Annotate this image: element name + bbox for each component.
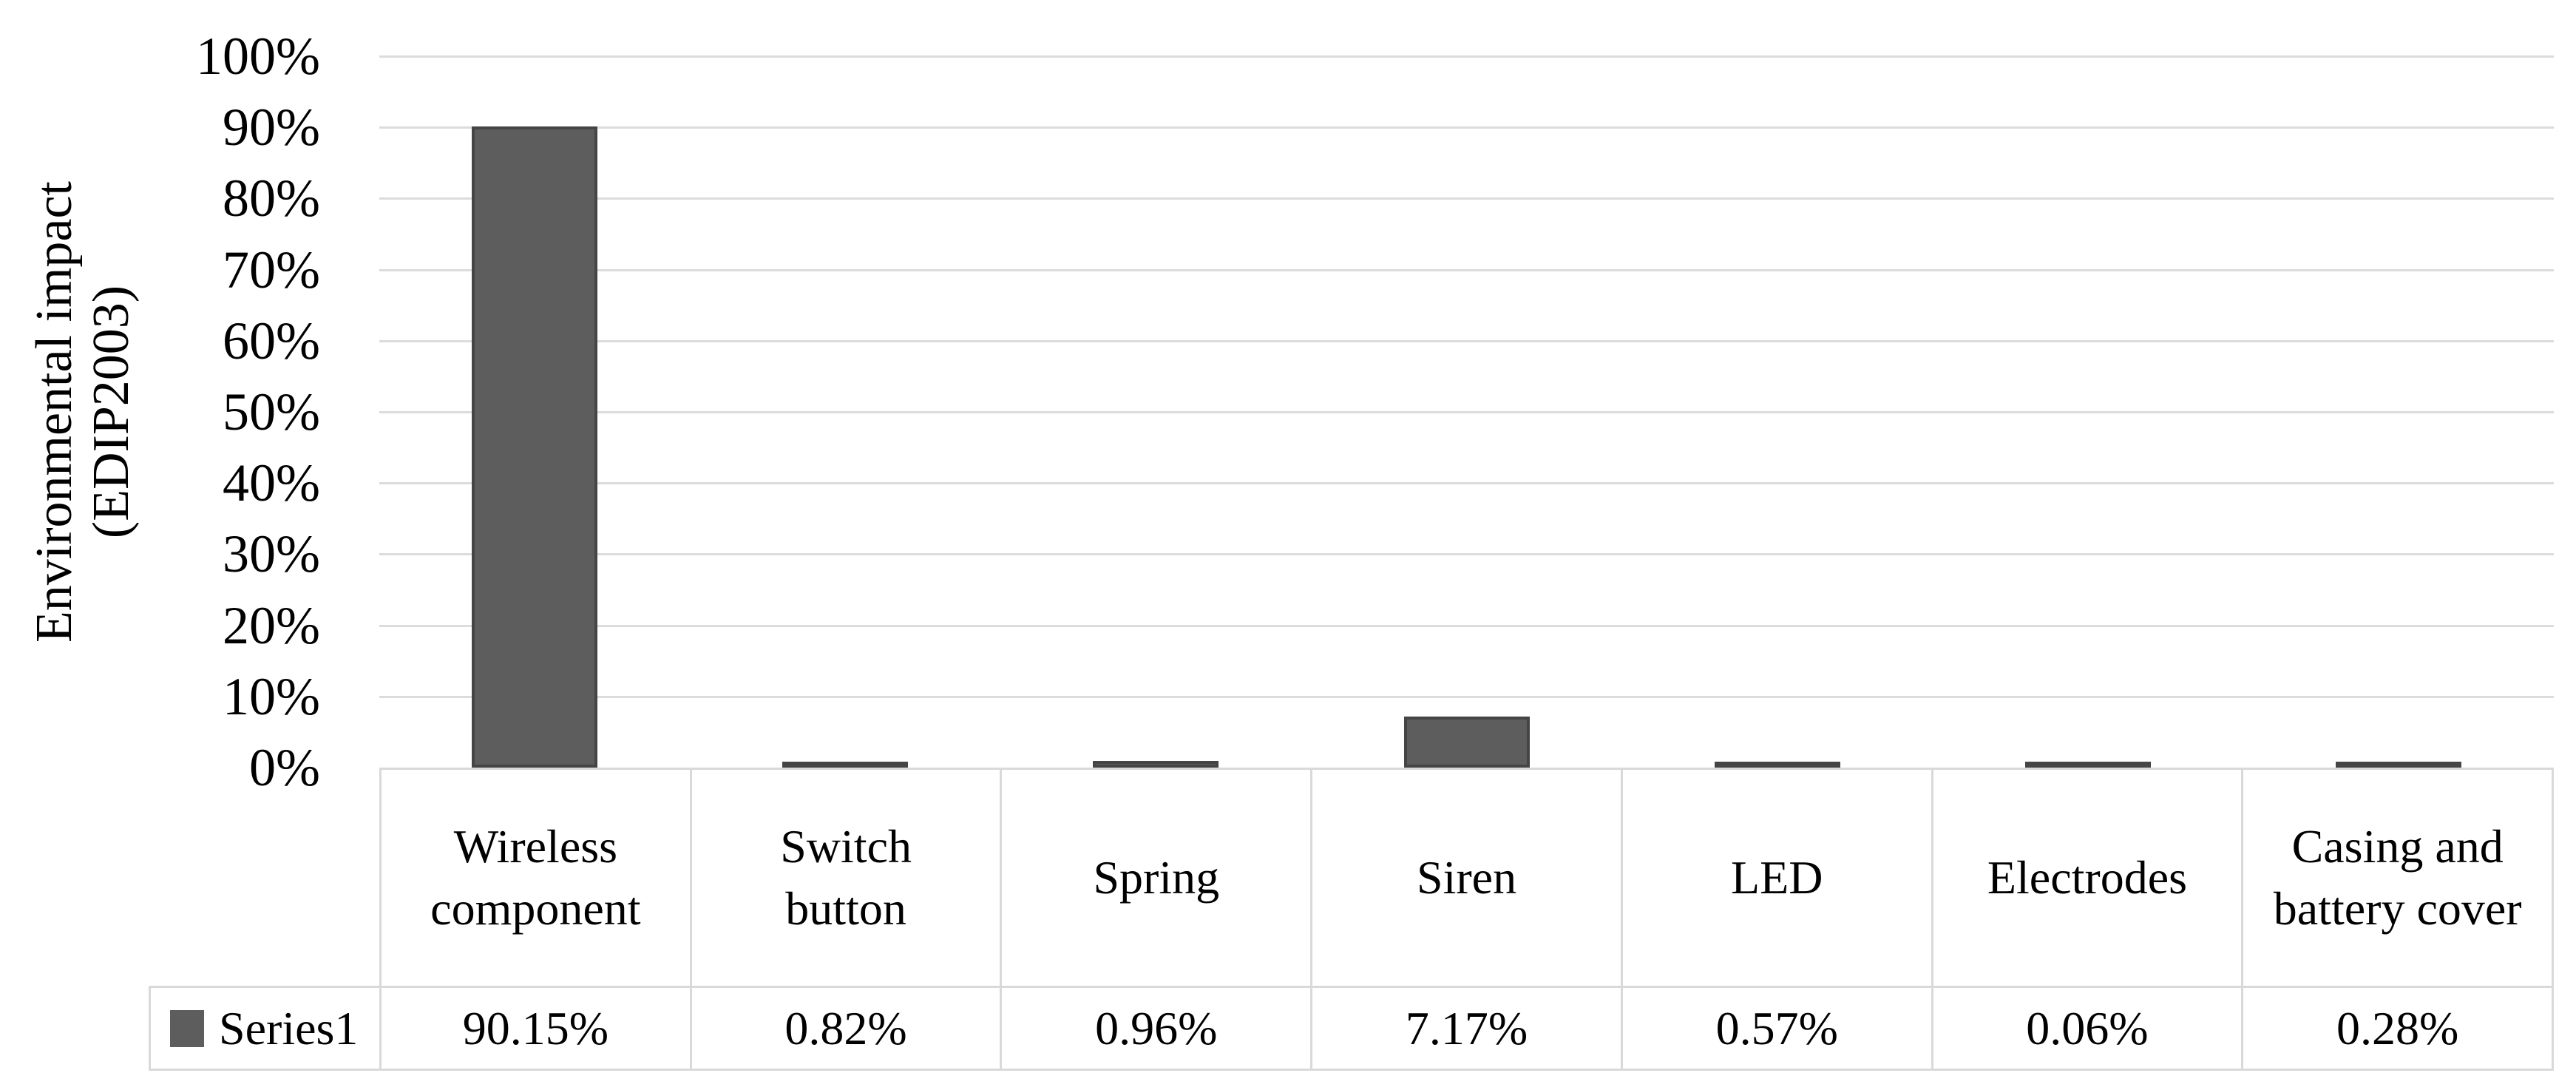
series1-marker-icon [170, 1009, 204, 1047]
category-label: Electrodes [1987, 850, 2187, 904]
value-cell-led: 0.57% [1623, 988, 1933, 1069]
y-tick-60: 60% [223, 311, 320, 370]
gridline [379, 411, 2554, 413]
y-tick-0: 0% [249, 738, 320, 797]
value-cell-siren: 7.17% [1312, 988, 1623, 1069]
y-tick-90: 90% [223, 98, 320, 158]
value-label: 90.15% [462, 1001, 609, 1055]
gridline [379, 126, 2554, 129]
value-label: 0.57% [1715, 1001, 1838, 1055]
plot-area [379, 55, 2554, 768]
value-cell-switch-button: 0.82% [692, 988, 1003, 1069]
y-tick-30: 30% [223, 524, 320, 584]
gridline [379, 268, 2554, 271]
y-tick-80: 80% [223, 169, 320, 229]
y-tick-20: 20% [223, 595, 320, 655]
value-label: 0.06% [2026, 1001, 2149, 1055]
category-cell-casing-and-battery-cover: Casing and battery cover [2243, 770, 2552, 986]
category-cell-led: LED [1623, 770, 1933, 986]
category-cell-electrodes: Electrodes [1933, 770, 2244, 986]
category-label: Spring [1093, 850, 1220, 904]
category-label: Wireless component [430, 819, 641, 935]
gridline [379, 55, 2554, 58]
value-label: 0.28% [2336, 1001, 2459, 1055]
value-label: 7.17% [1405, 1001, 1528, 1055]
gridline [379, 553, 2554, 556]
bar-electrodes [2024, 762, 2151, 768]
bar-siren [1403, 717, 1530, 768]
category-header-row: Wireless component Switch button Spring Sir… [379, 768, 2554, 986]
value-cell-wireless-component: 90.15% [382, 988, 692, 1069]
category-cell-siren: Siren [1312, 770, 1623, 986]
category-cell-wireless-component: Wireless component [382, 770, 692, 986]
category-label: LED [1731, 850, 1823, 904]
bar-switch-button [782, 762, 909, 768]
category-label: Siren [1416, 850, 1517, 904]
value-row: 90.15% 0.82% 0.96% 7.17% 0.57% 0.06% 0.28% [379, 986, 2554, 1071]
bar-casing-and-battery-cover [2335, 762, 2461, 768]
y-tick-40: 40% [223, 453, 320, 513]
y-tick-100: 100% [196, 27, 320, 86]
category-cell-switch-button: Switch button [692, 770, 1003, 986]
y-tick-10: 10% [223, 666, 320, 726]
value-cell-electrodes: 0.06% [1933, 988, 2244, 1069]
legend-cell: Series1 [149, 986, 379, 1071]
value-cell-casing-and-battery-cover: 0.28% [2243, 988, 2552, 1069]
value-label: 0.96% [1095, 1001, 1218, 1055]
y-tick-70: 70% [223, 240, 320, 299]
legend-label: Series1 [219, 1001, 359, 1055]
gridline [379, 695, 2554, 698]
value-label: 0.82% [784, 1001, 907, 1055]
category-cell-spring: Spring [1002, 770, 1313, 986]
bar-led [1714, 762, 1840, 768]
bar-spring [1093, 760, 1219, 768]
gridline [379, 197, 2554, 200]
gridline [379, 339, 2554, 342]
category-label: Casing and battery cover [2273, 819, 2522, 935]
bar-wireless-component [472, 126, 598, 768]
category-label: Switch button [780, 819, 912, 935]
y-tick-50: 50% [223, 382, 320, 441]
value-cell-spring: 0.96% [1002, 988, 1313, 1069]
gridline [379, 482, 2554, 485]
gridline [379, 624, 2554, 627]
